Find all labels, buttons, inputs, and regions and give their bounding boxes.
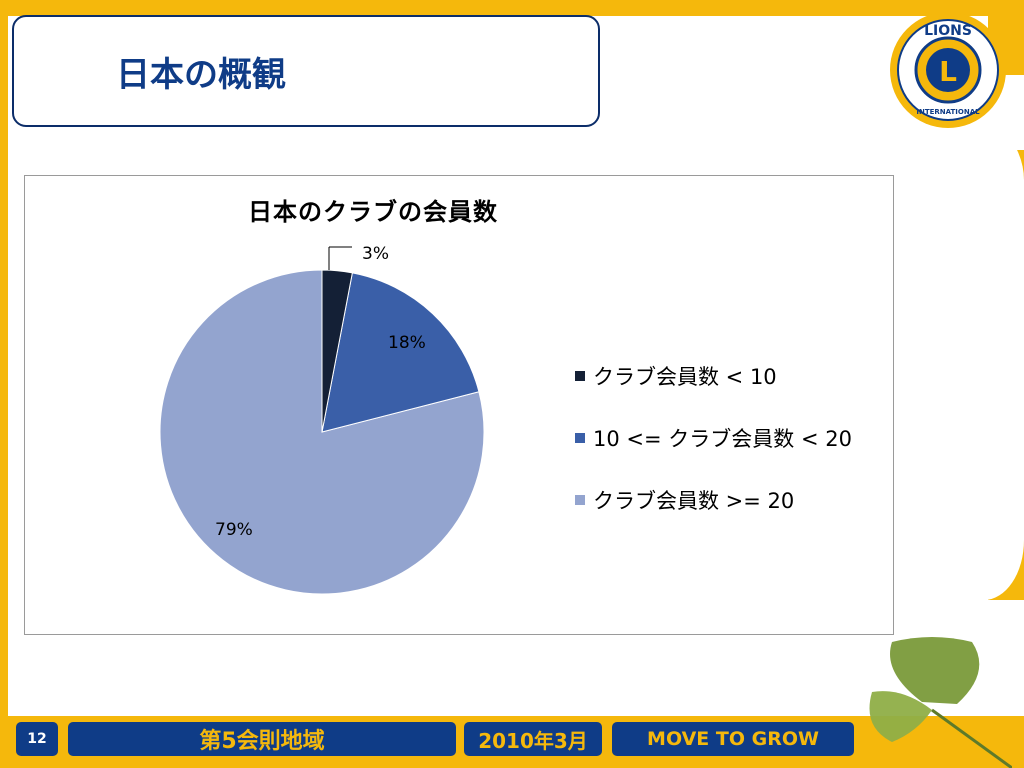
header-name: エバハルト J. ヴィルフス — [670, 26, 868, 45]
page-title: 日本の概観 — [116, 54, 286, 95]
legend-item: 10 <= クラブ会員数 < 20 — [575, 422, 852, 454]
logo-letter: L — [939, 55, 957, 88]
data-label-large: 79% — [215, 520, 253, 540]
frame-left — [0, 0, 8, 768]
header-role: 国際会長 — [672, 48, 716, 61]
legend-swatch-mid — [575, 433, 585, 443]
data-label-small: 3% — [362, 244, 389, 264]
legend-swatch-small — [575, 371, 585, 381]
footer-slogan: MOVE TO GROW — [610, 720, 856, 758]
logo-text-bottom: INTERNATIONAL — [916, 108, 980, 116]
chart-legend: クラブ会員数 < 10 10 <= クラブ会員数 < 20 クラブ会員数 >= … — [575, 360, 852, 546]
title-box: 日本の概観 — [12, 15, 600, 127]
chart-title: 日本のクラブの会員数 — [248, 198, 498, 226]
logo-text-top: LIONS — [924, 23, 972, 39]
legend-label: 10 <= クラブ会員数 < 20 — [593, 427, 852, 451]
ginkgo-leaf-icon — [869, 637, 1012, 768]
lions-logo-icon: L LIONS INTERNATIONAL — [890, 12, 1006, 128]
legend-swatch-large — [575, 495, 585, 505]
legend-label: クラブ会員数 < 10 — [593, 365, 777, 389]
footer-date: 2010年3月 — [462, 720, 604, 758]
legend-item: クラブ会員数 >= 20 — [575, 484, 852, 516]
page-number: 12 — [14, 720, 60, 758]
footer-district: 第5会則地域 — [66, 720, 458, 758]
legend-label: クラブ会員数 >= 20 — [593, 489, 795, 513]
legend-item: クラブ会員数 < 10 — [575, 360, 852, 392]
data-label-mid: 18% — [388, 333, 426, 353]
